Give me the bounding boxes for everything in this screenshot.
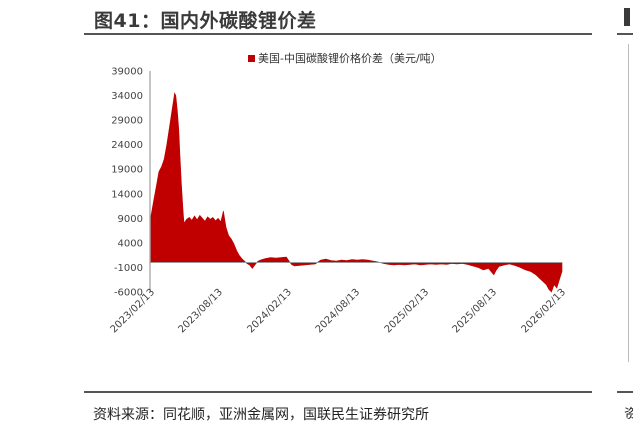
x-tick-label: 2024/02/13 [245,287,294,336]
legend-swatch [248,55,255,62]
y-tick-label: 39000 [111,67,143,78]
y-tick-label: 14000 [111,189,143,200]
x-tick-label: 2024/08/13 [314,287,363,336]
adjacent-top-rule [617,33,633,35]
bottom-rule [84,391,592,393]
series-area [150,92,563,293]
y-tick-label: 4000 [118,238,143,249]
adjacent-bottom-rule [617,391,633,393]
source-note: 资料来源：同花顺，亚洲金属网，国联民生证券研究所 [93,407,429,423]
legend-label: 美国-中国碳酸锂价格价差（美元/吨） [258,51,442,65]
legend: 美国-中国碳酸锂价格价差（美元/吨） [248,51,442,65]
series-group [150,92,563,293]
x-tick-label: 2025/02/13 [383,287,432,336]
adjacent-chart-axis-fragment [628,44,629,362]
x-tick-label: 2025/08/13 [451,287,500,336]
figure-title: 图41：国内外碳酸锂价差 [94,10,317,32]
y-tick-label: 24000 [111,140,143,151]
x-tick-label: 2026/02/13 [520,287,569,336]
adjacent-figure-title-fragment [624,8,630,26]
y-tick-label: -6000 [114,288,143,299]
y-tick-label: 9000 [118,214,143,225]
y-tick-label: -1000 [114,263,143,274]
y-tick-label: 34000 [111,91,143,102]
y-tick-label: 19000 [111,165,143,176]
top-rule [84,33,592,35]
y-tick-label: 29000 [111,116,143,127]
x-tick-label: 2023/08/13 [176,287,225,336]
adjacent-source-fragment: 资 [624,407,633,419]
y-tick-labels: 39000 34000 29000 24000 19000 14000 9000 4000 -1… [111,67,143,299]
x-tick-labels: 2023/02/13 2023/08/13 2024/02/13 2024/08/13… [109,287,569,336]
